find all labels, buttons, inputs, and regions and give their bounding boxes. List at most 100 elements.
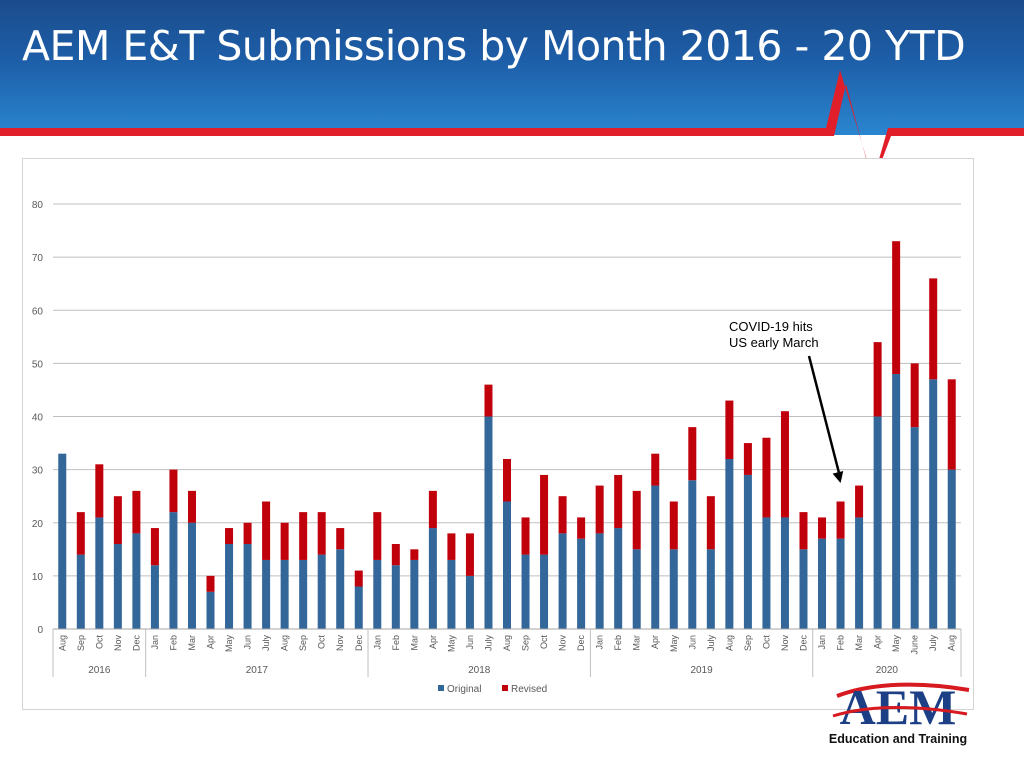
bar-revised <box>688 427 697 481</box>
x-tick-label-month: Sep <box>743 635 753 651</box>
bar-revised <box>558 496 567 534</box>
bar-original <box>873 416 882 629</box>
x-tick-label-month: Nov <box>780 635 790 652</box>
legend-swatch <box>438 685 444 691</box>
bar-revised <box>169 469 178 513</box>
bar-revised <box>225 528 234 544</box>
bar-revised <box>243 522 252 544</box>
x-tick-label-month: Aug <box>947 635 957 651</box>
x-tick-label-month: May <box>224 635 234 653</box>
bar-revised <box>743 443 752 475</box>
y-tick-label: 10 <box>32 572 44 583</box>
bar-original <box>410 559 419 629</box>
x-tick-label-month: Apr <box>873 635 883 649</box>
bar-original <box>484 416 493 629</box>
x-tick-label-month: July <box>706 635 716 652</box>
x-tick-label-month: Nov <box>335 635 345 652</box>
bar-revised <box>95 464 104 518</box>
bar-original <box>762 517 771 629</box>
x-tick-label-month: May <box>446 635 456 653</box>
bar-original <box>262 559 271 629</box>
bar-original <box>150 565 159 629</box>
logo-swoosh-upper <box>836 682 970 698</box>
bar-revised <box>910 363 919 428</box>
bar-original <box>577 538 586 629</box>
x-tick-label-month: May <box>891 635 901 653</box>
x-tick-label-month: Jun <box>687 635 697 650</box>
title-banner: AEM E&T Submissions by Month 2016 - 20 Y… <box>0 0 1024 184</box>
bar-revised <box>113 496 122 544</box>
x-group-label-year: 2016 <box>88 665 111 676</box>
x-tick-label-month: Jun <box>243 635 253 650</box>
bar-original <box>910 427 919 629</box>
annotation-arrow-head <box>832 470 844 483</box>
bar-revised <box>354 570 363 587</box>
bar-revised <box>373 512 382 560</box>
bar-original <box>540 554 549 629</box>
x-tick-label-month: Feb <box>836 635 846 651</box>
y-tick-label: 80 <box>32 200 44 211</box>
bar-revised <box>632 490 641 550</box>
x-tick-label-month: June <box>910 635 920 655</box>
bar-revised <box>706 496 715 550</box>
y-tick-label: 60 <box>32 306 44 317</box>
bar-original <box>836 538 845 629</box>
legend-label: Original <box>447 684 481 695</box>
annotation-text: COVID-19 hits <box>729 319 813 334</box>
legend-swatch <box>502 685 508 691</box>
bar-revised <box>206 575 215 592</box>
bar-original <box>503 501 511 629</box>
y-tick-label: 0 <box>37 625 43 636</box>
bar-revised <box>391 544 400 566</box>
bar-revised <box>651 453 660 486</box>
bar-original <box>725 459 734 629</box>
bar-revised <box>873 342 882 417</box>
bar-revised <box>447 533 456 560</box>
slide-title: AEM E&T Submissions by Month 2016 - 20 Y… <box>22 22 966 70</box>
bar-revised <box>428 490 437 529</box>
x-group-label-year: 2019 <box>690 665 713 676</box>
x-tick-label-month: Oct <box>539 635 549 650</box>
bar-original <box>317 554 326 629</box>
y-tick-label: 20 <box>32 519 44 530</box>
x-tick-label-month: Dec <box>576 635 586 652</box>
bar-revised <box>669 501 678 550</box>
bar-revised <box>577 517 586 539</box>
bar-original <box>521 554 530 629</box>
bar-revised <box>725 400 734 459</box>
x-tick-label-month: Oct <box>761 635 771 650</box>
bar-original <box>706 549 715 629</box>
bar-original <box>95 517 104 629</box>
bar-revised <box>799 512 808 550</box>
bar-original <box>336 549 345 629</box>
bar-original <box>428 528 437 629</box>
x-group-label-year: 2018 <box>468 665 491 676</box>
bar-original <box>818 538 827 629</box>
x-tick-label-month: Mar <box>187 635 197 651</box>
bar-original <box>632 549 641 629</box>
bar-original <box>187 522 196 629</box>
bar-original <box>892 374 901 629</box>
x-tick-label-month: Jan <box>595 635 605 650</box>
x-tick-label-month: Feb <box>613 635 623 651</box>
bar-original <box>855 517 864 629</box>
bar-original <box>447 559 456 629</box>
x-tick-label-month: Dec <box>798 635 808 652</box>
bar-original <box>558 533 567 629</box>
x-tick-label-month: Sep <box>298 635 308 651</box>
bar-original <box>669 549 678 629</box>
x-tick-label-month: Mar <box>632 635 642 651</box>
x-tick-label-month: Jun <box>465 635 475 650</box>
x-tick-label-month: Apr <box>650 635 660 649</box>
x-tick-label-month: May <box>669 635 679 653</box>
bar-original <box>299 559 308 629</box>
x-tick-label-month: July <box>483 635 493 652</box>
y-tick-label: 50 <box>32 359 44 370</box>
annotation-text: US early March <box>729 335 819 350</box>
y-tick-label: 40 <box>32 413 44 424</box>
x-tick-label-month: Sep <box>521 635 531 651</box>
bar-revised <box>540 474 549 555</box>
bar-revised <box>465 533 474 576</box>
bar-original <box>280 559 289 629</box>
bar-original <box>373 559 382 629</box>
